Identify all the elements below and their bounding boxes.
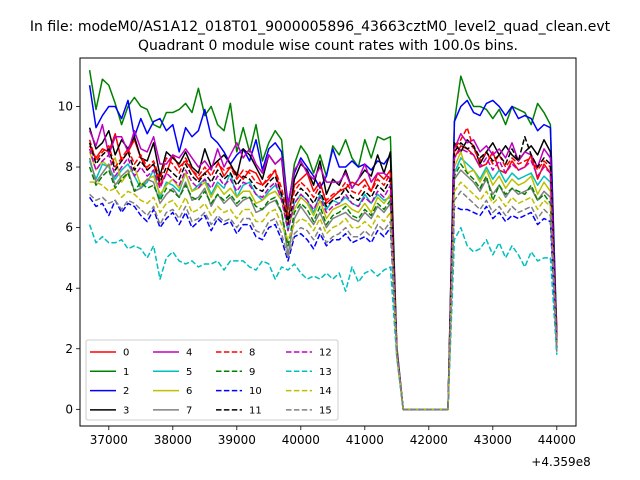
series-line-1 — [88, 69, 558, 411]
y-tick-label: 0 — [65, 402, 73, 416]
plot-area — [79, 57, 577, 427]
series-line-12 — [88, 148, 558, 411]
x-tick-label: 40000 — [282, 433, 320, 447]
legend-label-13: 13 — [319, 367, 332, 378]
legend-label-2: 2 — [123, 386, 129, 397]
series-line-5 — [88, 157, 558, 411]
series-group — [88, 69, 558, 411]
legend-label-15: 15 — [319, 405, 332, 416]
series-line-2 — [88, 85, 558, 411]
legend-label-5: 5 — [186, 367, 192, 378]
x-axis: 37000 38000 39000 40000 41000 42000 43000 44000 — [90, 426, 576, 447]
x-offset-label: +4.359e8 — [531, 455, 590, 469]
figure-suptitle: In file: modeM0/AS1A12_018T01_9000005896… — [30, 19, 611, 35]
legend-label-11: 11 — [249, 405, 262, 416]
x-tick-label: 43000 — [474, 433, 512, 447]
legend-label-6: 6 — [186, 386, 192, 397]
x-tick-label: 37000 — [90, 433, 128, 447]
series-line-10 — [88, 196, 558, 411]
series-line-15 — [89, 190, 558, 411]
x-tick-label: 39000 — [218, 433, 256, 447]
series-line-4 — [88, 123, 558, 411]
y-tick-label: 6 — [65, 221, 73, 235]
y-tick-label: 10 — [58, 99, 73, 113]
legend-label-8: 8 — [249, 348, 255, 359]
series-line-7 — [88, 157, 558, 411]
legend-label-10: 10 — [249, 386, 262, 397]
legend-label-1: 1 — [123, 367, 129, 378]
x-tick-label: 38000 — [154, 433, 192, 447]
legend-label-0: 0 — [123, 348, 129, 359]
legend-label-4: 4 — [186, 348, 192, 359]
x-tick-label: 41000 — [346, 433, 384, 447]
series-line-3 — [88, 127, 558, 411]
legend-label-12: 12 — [319, 348, 332, 359]
series-line-14 — [89, 181, 558, 411]
y-axis: 0 2 4 6 8 10 — [58, 99, 80, 416]
series-line-6 — [88, 151, 558, 411]
legend-box — [85, 339, 339, 421]
y-tick-label: 8 — [65, 160, 73, 174]
series-line-8 — [88, 126, 558, 411]
series-line-11 — [88, 136, 558, 411]
chart-title: Quadrant 0 module wise count rates with … — [138, 38, 518, 54]
x-tick-label: 44000 — [538, 433, 576, 447]
x-tick-label: 42000 — [410, 433, 448, 447]
y-tick-label: 2 — [65, 342, 73, 356]
y-tick-label: 4 — [65, 281, 73, 295]
legend-label-7: 7 — [186, 405, 192, 416]
legend-label-14: 14 — [319, 386, 332, 397]
axes-frame — [79, 57, 577, 427]
legend-label-3: 3 — [123, 405, 129, 416]
series-line-13 — [88, 224, 558, 411]
legend-label-9: 9 — [249, 367, 255, 378]
